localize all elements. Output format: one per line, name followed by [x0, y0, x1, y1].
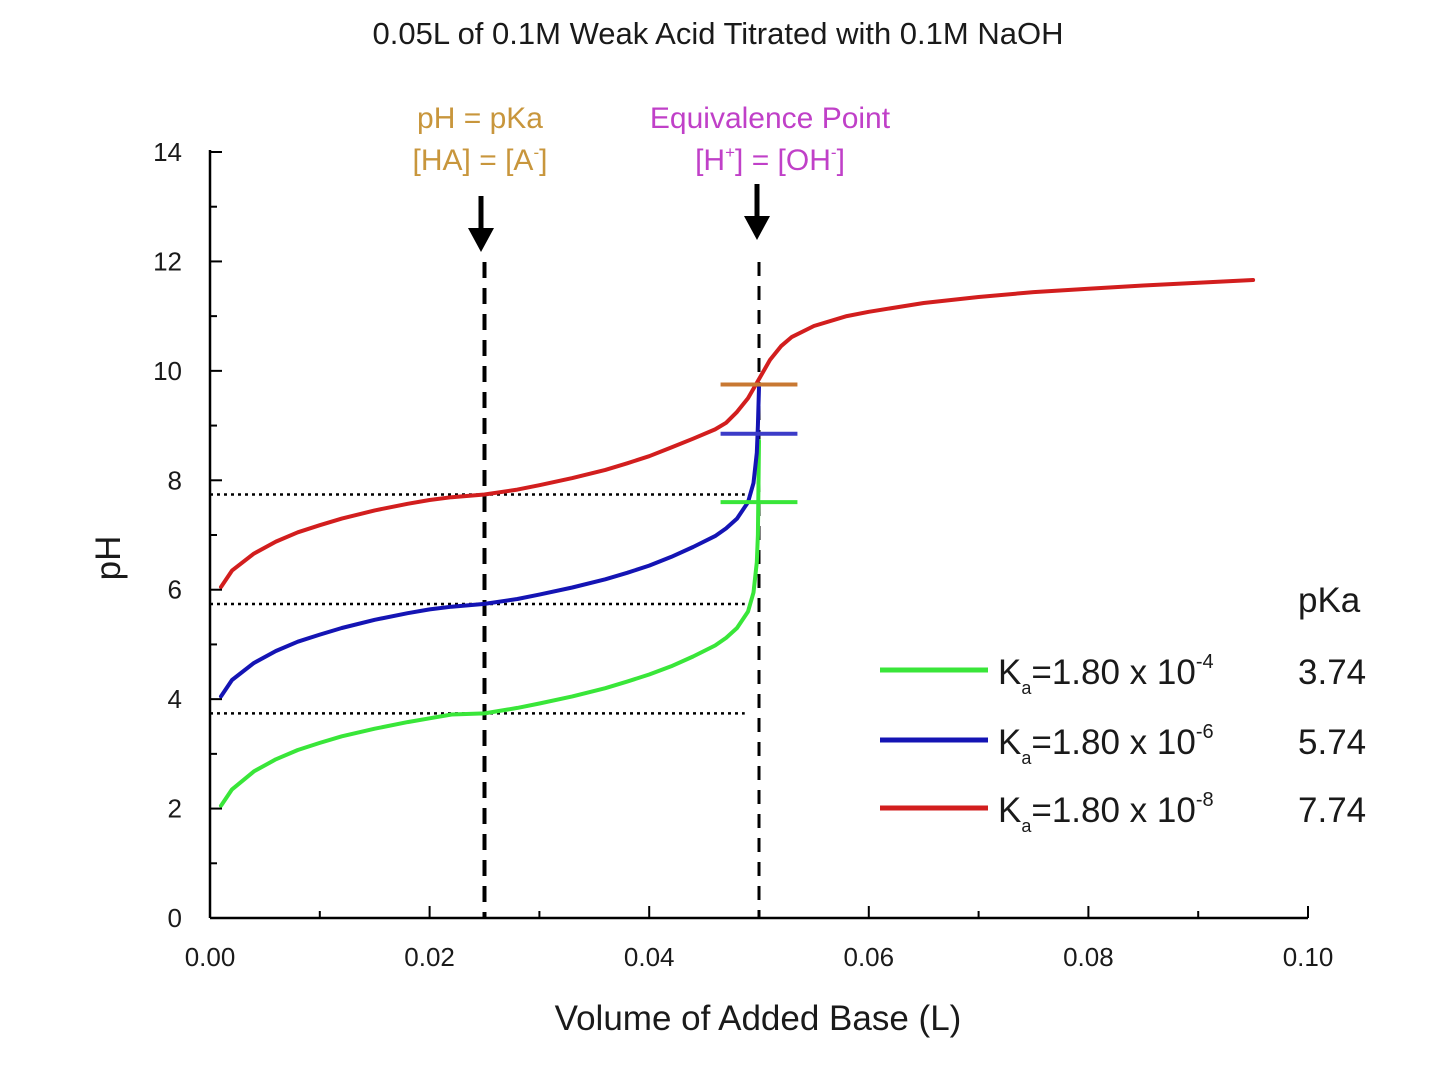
reference-lines: [210, 262, 761, 918]
equivalence-annotation: Equivalence Point [H+] = [OH-]: [650, 102, 891, 240]
series-line-2: [219, 385, 761, 699]
x-tick-label: 0.04: [624, 942, 675, 972]
series-line-1: [219, 438, 761, 808]
half-equivalence-annotation: pH = pKa [HA] = [A-]: [413, 102, 548, 252]
equivalence-label-line2: [H+] = [OH-]: [695, 143, 845, 177]
x-axis-label: Volume of Added Base (L): [555, 999, 962, 1038]
legend-label-1: Ka=1.80 x 10-4: [998, 651, 1214, 698]
legend: pKa Ka=1.80 x 10-4 3.74 Ka=1.80 x 10-6 5.74…: [880, 581, 1366, 836]
equivalence-label-line1: Equivalence Point: [650, 102, 891, 135]
y-tick-label: 6: [168, 575, 182, 605]
legend-header-pka: pKa: [1298, 581, 1361, 620]
x-ticks: 0.00 0.02 0.04 0.06 0.08 0.10: [185, 906, 1334, 972]
legend-pka-2: 5.74: [1298, 723, 1366, 762]
half-equivalence-label-line1: pH = pKa: [417, 102, 543, 135]
y-ticks: 0 2 4 6 8 10 12 14: [153, 137, 222, 933]
x-tick-label: 0.08: [1063, 942, 1114, 972]
y-tick-label: 10: [153, 356, 182, 386]
series-curves: [219, 278, 1256, 808]
chart-title: 0.05L of 0.1M Weak Acid Titrated with 0.…: [373, 16, 1064, 51]
y-tick-label: 0: [168, 903, 182, 933]
legend-pka-1: 3.74: [1298, 653, 1366, 692]
x-tick-label: 0.10: [1283, 942, 1334, 972]
y-axis-label: pH: [89, 536, 128, 581]
series-line-3: [219, 278, 1256, 589]
down-arrow-icon: [744, 184, 770, 240]
x-tick-label: 0.02: [404, 942, 455, 972]
down-arrow-icon: [468, 196, 494, 252]
equivalence-markers: [720, 382, 798, 505]
y-tick-label: 14: [153, 137, 182, 167]
legend-label-2: Ka=1.80 x 10-6: [998, 721, 1214, 768]
y-tick-label: 12: [153, 246, 182, 276]
y-tick-label: 2: [168, 794, 182, 824]
legend-pka-3: 7.74: [1298, 791, 1366, 830]
x-tick-label: 0.00: [185, 942, 236, 972]
y-tick-label: 8: [168, 465, 182, 495]
legend-label-3: Ka=1.80 x 10-8: [998, 789, 1214, 836]
legend-rows: Ka=1.80 x 10-4 3.74 Ka=1.80 x 10-6 5.74 Ka=1…: [880, 651, 1366, 836]
y-tick-label: 4: [168, 684, 182, 714]
x-tick-label: 0.06: [843, 942, 894, 972]
half-equivalence-label-line2: [HA] = [A-]: [413, 143, 548, 177]
